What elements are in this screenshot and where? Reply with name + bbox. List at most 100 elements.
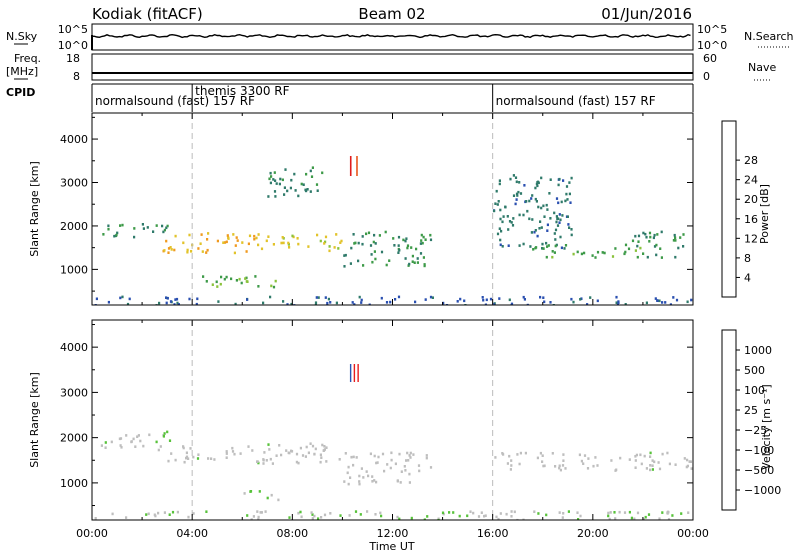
power-echo-cell xyxy=(186,250,189,254)
power-echo-cell xyxy=(402,238,405,242)
velocity-echo-cell xyxy=(688,460,691,463)
velocity-colorbar-tick-label: −100 xyxy=(744,444,774,457)
power-echo-cell xyxy=(532,248,535,251)
power-echo-cell xyxy=(569,201,572,204)
power-echo-cell xyxy=(653,233,656,237)
power-echo-cell xyxy=(565,192,568,196)
velocity-echo-cell xyxy=(495,515,498,519)
velocity-echo-cell xyxy=(437,517,440,520)
power-echo-cell xyxy=(370,253,373,256)
power-echo-cell xyxy=(206,248,209,252)
power-echo-cell xyxy=(536,184,539,188)
power-echo-cell xyxy=(509,177,512,181)
power-echo-cell xyxy=(275,182,278,185)
velocity-echo-cell xyxy=(314,447,317,451)
velocity-streak xyxy=(357,364,359,382)
power-echo-cell xyxy=(319,239,322,243)
power-echo-cell xyxy=(489,297,493,301)
power-echo-cell xyxy=(484,303,487,305)
velocity-echo-cell xyxy=(690,467,693,470)
power-echo-cell xyxy=(646,255,649,259)
power-ytick-label: 1000 xyxy=(60,263,88,276)
power-echo-cell xyxy=(211,283,214,286)
velocity-echo-cell xyxy=(132,437,135,441)
power-echo-cell xyxy=(317,296,320,299)
power-echo-cell xyxy=(498,179,501,182)
power-echo-cell xyxy=(167,251,170,254)
freq-panel xyxy=(91,53,694,81)
velocity-echo-cell xyxy=(310,511,313,514)
velocity-echo-cell xyxy=(269,457,272,461)
velocity-echo-cell xyxy=(280,453,283,457)
velocity-echo-cell xyxy=(225,452,228,455)
velocity-echo-cell xyxy=(311,513,314,516)
power-echo-cell xyxy=(269,181,272,185)
power-echo-cell xyxy=(291,234,294,238)
power-echo-cell xyxy=(173,303,176,305)
velocity-echo-cell xyxy=(120,446,123,449)
power-echo-cell xyxy=(567,223,570,226)
velocity-echo-cell xyxy=(185,451,188,455)
power-echo-cell xyxy=(311,166,314,169)
velocity-echo-cell xyxy=(231,446,234,450)
power-echo-cell xyxy=(672,239,675,242)
power-echo-cell xyxy=(523,184,526,187)
power-echo-cell xyxy=(234,244,237,247)
velocity-echo-cell xyxy=(522,518,525,520)
power-echo-cell xyxy=(570,297,573,301)
power-echo-cell xyxy=(238,277,241,281)
power-echo-cell xyxy=(528,199,531,203)
power-echo-cell xyxy=(142,227,145,230)
power-echo-cell xyxy=(508,298,511,302)
power-echo-cell xyxy=(343,265,346,268)
velocity-echo-cell xyxy=(322,449,326,452)
velocity-echo-cell xyxy=(405,459,408,462)
power-echo-cell xyxy=(406,246,409,250)
power-echo-cell xyxy=(246,298,249,301)
velocity-echo-cell xyxy=(174,458,177,462)
power-echo-cell xyxy=(659,247,662,250)
power-echo-cell xyxy=(541,247,544,250)
velocity-echo-cell xyxy=(647,513,651,516)
velocity-echo-cell xyxy=(134,445,137,448)
power-echo-cell xyxy=(639,246,642,250)
velocity-echo-cell xyxy=(163,432,166,435)
velocity-echo-cell xyxy=(689,460,692,463)
velocity-echo-cell xyxy=(343,480,346,483)
power-echo-cell xyxy=(553,232,556,235)
power-echo-cell xyxy=(282,300,285,303)
nave-tick-bottom: 0 xyxy=(703,70,710,83)
velocity-echo-cell xyxy=(192,512,195,515)
power-echo-cell xyxy=(555,243,558,247)
power-echo-cell xyxy=(570,233,573,237)
power-echo-cell xyxy=(248,234,252,238)
velocity-echo-cell xyxy=(409,451,412,455)
velocity-echo-cell xyxy=(100,444,103,447)
power-echo-cell xyxy=(262,301,265,305)
power-echo-cell xyxy=(634,249,637,252)
velocity-echo-cell xyxy=(425,454,428,457)
velocity-colorbar-tick-label: 100 xyxy=(744,384,765,397)
velocity-echo-cell xyxy=(614,469,617,472)
power-echo-cell xyxy=(397,244,400,247)
power-echo-cell xyxy=(423,263,426,266)
nave-tick-top: 60 xyxy=(703,52,717,65)
velocity-echo-cell xyxy=(125,516,128,519)
power-echo-cell xyxy=(408,262,411,266)
power-echo-cell xyxy=(555,220,558,224)
velocity-echo-cell xyxy=(686,458,689,462)
power-echo-cell xyxy=(536,234,539,238)
velocity-echo-cell xyxy=(155,440,158,444)
power-echo-cell xyxy=(583,251,586,255)
velocity-echo-cell xyxy=(307,451,310,455)
power-echo-cell xyxy=(459,297,462,301)
power-echo-cell xyxy=(352,233,355,236)
velocity-echo-cell xyxy=(610,459,613,462)
velocity-echo-cell xyxy=(320,516,323,519)
power-echo-cell xyxy=(272,285,276,289)
power-echo-cell xyxy=(543,215,546,218)
power-echo-cell xyxy=(235,279,238,282)
power-echo-cell xyxy=(169,300,173,303)
velocity-echo-cell xyxy=(567,510,570,513)
power-echo-cell xyxy=(304,188,307,192)
